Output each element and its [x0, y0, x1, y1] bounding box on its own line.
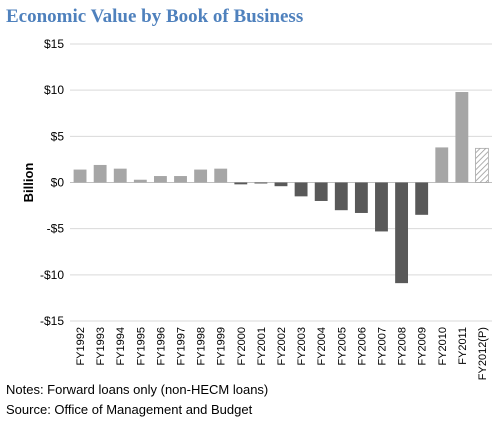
bar-fy1994	[113, 168, 127, 183]
bar-fy1999	[214, 168, 228, 183]
bar-fy2003	[294, 182, 308, 197]
y-tick-label: $5	[51, 129, 65, 143]
bar-fy1992	[73, 169, 87, 183]
x-tick-label: FY1993	[95, 327, 107, 366]
x-tick-label: FY2010	[437, 327, 449, 366]
x-tick-label: FY2008	[397, 327, 409, 366]
x-tick-label: FY2001	[256, 327, 268, 366]
bar-fy1997	[174, 176, 187, 183]
bar-fy2005	[334, 182, 348, 211]
source-text: Source: Office of Management and Budget	[6, 402, 253, 417]
x-tick-label: FY1996	[155, 327, 167, 366]
bar-fy1993	[93, 164, 107, 183]
y-tick-label: -$10	[40, 268, 64, 282]
bars	[73, 92, 489, 284]
bar-fy1996	[153, 176, 167, 183]
bar-fy2009	[415, 182, 429, 215]
x-tick-label: FY2011	[457, 327, 469, 365]
x-tick-label: FY1999	[216, 327, 228, 366]
bar-fy2008	[395, 182, 409, 284]
chart-title: Economic Value by Book of Business	[6, 6, 304, 27]
bar-fy2002	[274, 182, 288, 187]
x-tick-label: FY2000	[236, 327, 248, 366]
y-axis-label: Billion	[21, 163, 36, 203]
y-tick-label: $10	[44, 83, 64, 97]
x-tick-label: FY2002	[276, 327, 288, 366]
x-tick-label: FY2012(P)	[477, 327, 489, 380]
bar-fy1995	[133, 179, 147, 183]
x-tick-label: FY1992	[75, 327, 87, 366]
x-tick-label: FY2005	[336, 327, 348, 366]
x-tick-label: FY1997	[176, 327, 188, 366]
x-axis-tick-labels: FY1992 FY1993 FY1994 FY1995 FY1996 FY1997 FY19…	[75, 327, 489, 380]
bar-fy2011	[455, 92, 469, 183]
x-tick-label: FY2004	[316, 327, 328, 366]
x-tick-label: FY2007	[376, 327, 388, 366]
y-tick-label: $0	[51, 176, 65, 190]
notes-text: Notes: Forward loans only (non-HECM loan…	[6, 382, 269, 397]
bar-fy2007	[375, 182, 388, 232]
x-tick-label: FY1994	[115, 327, 127, 366]
x-tick-label: FY1995	[135, 327, 147, 366]
x-tick-label: FY2009	[417, 327, 429, 366]
x-tick-label: FY2003	[296, 327, 308, 366]
y-tick-label: -$15	[40, 314, 64, 328]
bar-fy2006	[354, 182, 368, 213]
bar-fy2001	[254, 182, 268, 184]
y-axis-tick-labels: $15 $10 $5 $0 -$5 -$10 -$15	[40, 37, 64, 328]
x-tick-label: FY1998	[196, 327, 208, 366]
y-tick-label: -$5	[47, 222, 65, 236]
bar-fy2010	[435, 147, 449, 183]
y-tick-label: $15	[44, 37, 64, 51]
x-tick-label: FY2006	[356, 327, 368, 366]
bar-fy1998	[194, 169, 208, 183]
bar-fy2000	[234, 182, 248, 185]
bar-fy2004	[314, 182, 328, 201]
bar-fy2012-p	[475, 147, 489, 183]
